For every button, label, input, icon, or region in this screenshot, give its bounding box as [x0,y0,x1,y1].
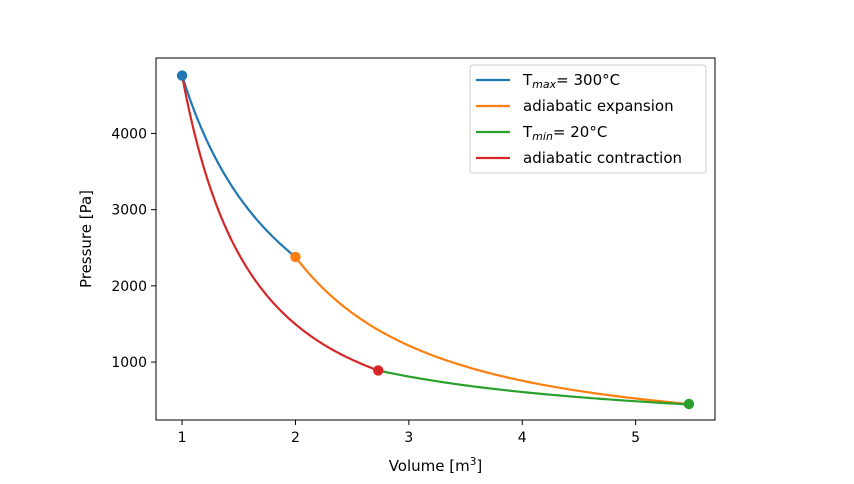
state-point-2 [290,251,301,263]
x-tick-label: 2 [291,430,300,446]
state-point-4 [373,365,384,376]
legend-label-2: adiabatic expansion [523,97,674,115]
legend-label-4: adiabatic contraction [523,149,682,167]
y-tick-label: 3000 [111,203,147,219]
y-tick-label: 2000 [111,279,147,295]
plot-layer [176,70,695,410]
y-tick-label: 1000 [111,355,147,371]
x-tick-label: 3 [404,430,413,446]
x-tick-label: 5 [631,430,640,446]
series-line-4 [180,74,380,372]
legend-entries: Tmax= 300°C adiabatic expansion Tmin= 20°C… [476,71,682,167]
series-line-1 [180,74,298,259]
x-tick-label: 4 [518,430,527,446]
legend-label-3: Tmin= 20°C [522,123,607,143]
x-tick-label: 1 [178,430,187,446]
axes-frame [155,57,716,421]
state-point-3 [683,398,695,410]
legend-label-1: Tmax= 300°C [522,71,620,91]
legend: Tmax= 300°C adiabatic expansion Tmin= 20°C… [469,64,707,174]
state-point-1 [176,70,188,81]
legend-box [469,64,707,174]
series-line-2 [293,255,691,406]
x-axis-label: Volume [m3] [389,456,483,475]
series-line-3 [376,369,691,406]
y-axis-label: Pressure [Pa] [77,190,95,288]
ticks-layer: 1 2 3 4 5 1000 2000 3000 4000 [111,126,640,446]
y-tick-label: 4000 [111,126,147,142]
